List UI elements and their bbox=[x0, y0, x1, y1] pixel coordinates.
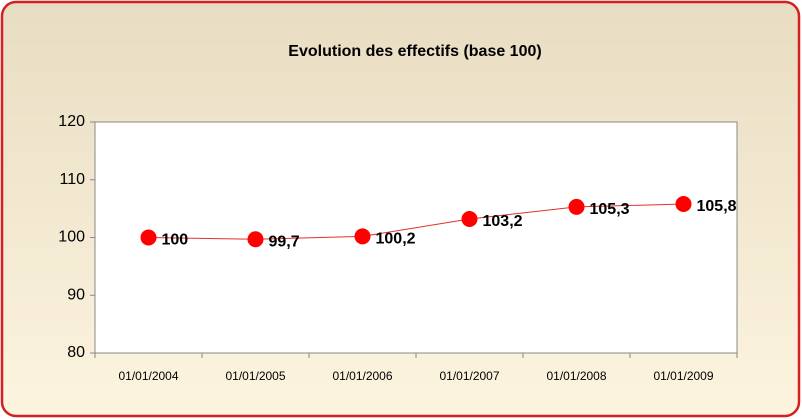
y-tick-label: 110 bbox=[59, 171, 85, 188]
data-label: 105,3 bbox=[590, 201, 630, 218]
y-tick-label: 120 bbox=[58, 113, 85, 130]
data-point bbox=[568, 198, 585, 215]
x-tick-label: 01/01/2008 bbox=[546, 369, 606, 383]
data-point bbox=[354, 228, 371, 245]
data-point bbox=[140, 229, 157, 246]
data-point bbox=[675, 196, 692, 213]
x-tick-label: 01/01/2006 bbox=[332, 369, 392, 383]
plot-area bbox=[94, 121, 738, 354]
x-tick-label: 01/01/2007 bbox=[439, 369, 499, 383]
data-label: 105,8 bbox=[697, 198, 737, 215]
data-point bbox=[247, 231, 264, 248]
chart-title: Evolution des effectifs (base 100) bbox=[288, 43, 541, 60]
data-label: 99,7 bbox=[269, 233, 300, 250]
data-label: 100,2 bbox=[376, 231, 416, 248]
x-tick-label: 01/01/2004 bbox=[118, 369, 178, 383]
y-tick-label: 100 bbox=[58, 229, 85, 246]
data-point bbox=[461, 211, 478, 228]
y-tick-label: 80 bbox=[67, 344, 85, 361]
series-line bbox=[148, 203, 684, 240]
y-tick-label: 90 bbox=[67, 286, 85, 303]
x-tick-label: 01/01/2005 bbox=[225, 369, 285, 383]
x-tick-label: 01/01/2009 bbox=[653, 369, 713, 383]
data-label: 100 bbox=[162, 232, 189, 249]
data-label: 103,2 bbox=[483, 213, 523, 230]
